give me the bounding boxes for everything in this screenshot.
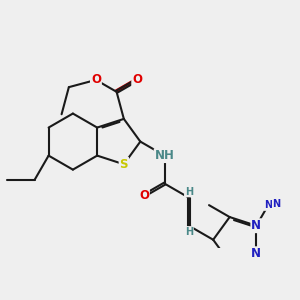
Text: O: O (91, 74, 101, 86)
Text: N: N (272, 199, 281, 209)
Text: S: S (120, 158, 128, 171)
Text: H: H (185, 227, 193, 237)
Text: H: H (185, 187, 193, 196)
Text: NH: NH (155, 149, 175, 162)
Text: O: O (132, 74, 142, 86)
Text: N: N (264, 200, 272, 210)
Text: N: N (251, 219, 261, 232)
Text: O: O (139, 189, 149, 202)
Text: N: N (251, 247, 261, 260)
